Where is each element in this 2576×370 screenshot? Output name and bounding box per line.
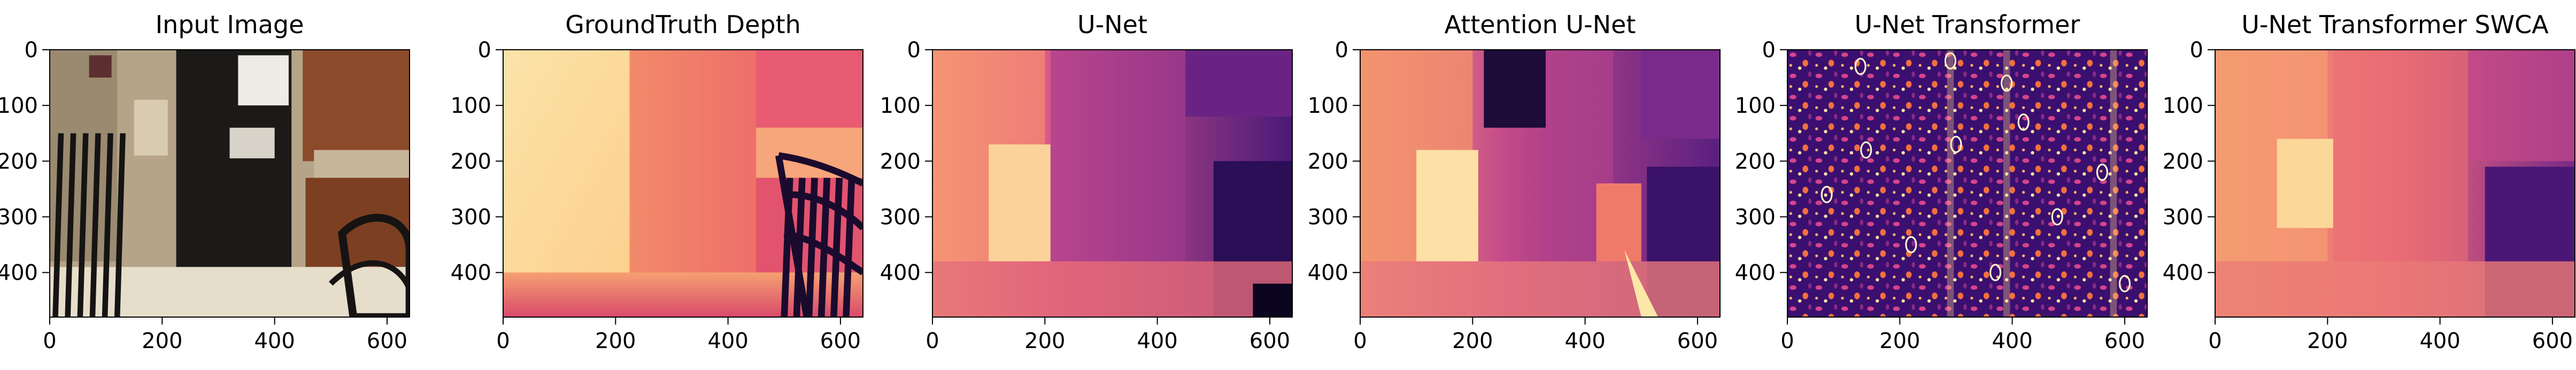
x-tick-label: 200 [1879,329,1920,353]
y-tick-label: 300 [1735,205,1776,230]
y-tick-label: 100 [451,94,491,118]
y-tick-label: 200 [880,149,921,174]
x-tick-label: 400 [254,329,295,353]
y-tick-label: 0 [907,38,921,63]
panel-3: U-Net 0 200 400 600 0 100 200 300 400 [880,10,1293,353]
x-tick-label: 0 [496,329,510,353]
panel-title: GroundTruth Depth [565,10,801,39]
y-tick-label: 400 [0,261,38,286]
panel-1: Input Image 0 200 400 600 0 100 200 300 400 [0,10,410,353]
panel-title: Input Image [156,10,304,39]
y-tick-label: 100 [0,94,38,118]
y-tick-label: 200 [2163,149,2203,174]
y-tick-label: 0 [2190,38,2203,63]
x-tick-label: 600 [2104,329,2145,353]
y-tick-label: 100 [1308,94,1348,118]
y-tick-label: 200 [451,149,491,174]
panel-title: U-Net [1077,10,1147,39]
x-tick-label: 600 [820,329,861,353]
axes-frame [503,49,863,318]
x-tick-label: 200 [1452,329,1493,353]
y-tick-label: 0 [25,38,38,63]
panel-image [50,50,410,317]
y-tick-label: 0 [1335,38,1348,63]
axes-frame [2215,49,2575,318]
axes-frame [49,49,410,318]
x-tick-label: 600 [367,329,407,353]
y-tick-label: 300 [0,205,38,230]
x-tick-label: 200 [142,329,182,353]
y-tick-label: 400 [880,261,921,286]
panel-title: U-Net Transformer [1855,10,2080,39]
x-tick-label: 0 [1353,329,1367,353]
axes-frame [1787,49,2148,318]
x-tick-label: 0 [1780,329,1794,353]
panel-image [2215,50,2575,317]
axes-frame [1360,49,1721,318]
y-tick-label: 400 [451,261,491,286]
y-tick-label: 300 [451,205,491,230]
x-tick-label: 200 [1024,329,1065,353]
x-tick-label: 200 [595,329,636,353]
panel-image [1360,50,1720,317]
y-tick-label: 0 [1762,38,1776,63]
x-tick-label: 400 [1992,329,2032,353]
x-tick-label: 0 [43,329,56,353]
y-tick-label: 200 [1735,149,1776,174]
y-tick-label: 400 [1735,261,1776,286]
panel-image [1787,50,2147,317]
panel-title: Attention U-Net [1445,10,1636,39]
panel-4: Attention U-Net 0 200 400 600 0 100 200 300 400 [1308,10,1721,353]
y-tick-label: 100 [880,94,921,118]
x-tick-label: 200 [2307,329,2348,353]
y-tick-label: 100 [2163,94,2203,118]
y-tick-label: 300 [2163,205,2203,230]
y-tick-label: 100 [1735,94,1776,118]
x-tick-label: 600 [2532,329,2573,353]
panel-image [503,50,863,317]
panel-5: U-Net Transformer 0 200 400 600 0 100 200 300 400 [1735,10,2148,353]
y-tick-label: 300 [1308,205,1348,230]
x-tick-label: 600 [1250,329,1290,353]
axes-frame [932,49,1293,318]
y-tick-label: 0 [478,38,491,63]
panel-6: U-Net Transformer SWCA 0 200 400 600 0 100 200 3… [2163,10,2575,353]
x-tick-label: 400 [1137,329,1177,353]
y-tick-label: 300 [880,205,921,230]
panel-image [932,50,1292,317]
x-tick-label: 400 [1564,329,1605,353]
y-tick-label: 200 [1308,149,1348,174]
x-tick-label: 400 [707,329,748,353]
y-tick-label: 400 [2163,261,2203,286]
panel-title: U-Net Transformer SWCA [2241,10,2549,39]
x-tick-label: 0 [2208,329,2222,353]
panel-2: GroundTruth Depth 0 200 400 600 0 100 200 300 400 [451,10,863,353]
x-tick-label: 600 [1677,329,1718,353]
x-tick-label: 400 [2419,329,2460,353]
y-tick-label: 200 [0,149,38,174]
y-tick-label: 400 [1308,261,1348,286]
x-tick-label: 0 [925,329,939,353]
